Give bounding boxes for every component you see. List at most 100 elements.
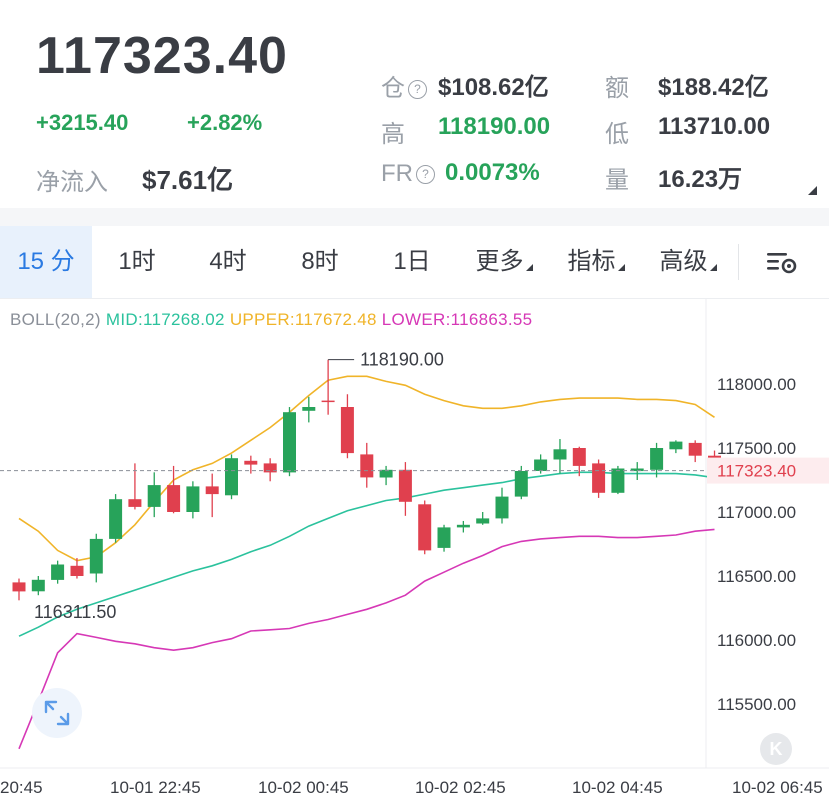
candle-down bbox=[398, 469, 412, 502]
candle-down bbox=[205, 486, 219, 495]
tab-15m-label: 15 分 bbox=[17, 248, 75, 275]
tab-1d[interactable]: 1日 bbox=[366, 226, 458, 298]
candle-up bbox=[283, 412, 296, 473]
tab-more-label: 更多 bbox=[475, 248, 524, 275]
tab-15m[interactable]: 15 分 bbox=[0, 226, 92, 298]
candle-up bbox=[89, 538, 103, 574]
high-value: 118190.00 bbox=[438, 113, 551, 140]
boll-legend: BOLL(20,2) MID:117268.02 UPPER:117672.48… bbox=[10, 310, 532, 330]
boll-upper: UPPER:117672.48 bbox=[229, 310, 377, 329]
candle-up bbox=[302, 407, 316, 411]
dropdown-corner-icon bbox=[709, 264, 717, 271]
tab-separator bbox=[738, 244, 739, 280]
y-tick-label: 116000.00 bbox=[717, 631, 796, 650]
turnover-label: 额 bbox=[605, 75, 629, 102]
tab-advanced-label: 高级 bbox=[659, 248, 708, 275]
last-price-tag-label: 117323.40 bbox=[717, 462, 796, 481]
y-tick-label: 117000.00 bbox=[717, 503, 796, 522]
candle-up bbox=[495, 496, 509, 519]
tab-4h-label: 4时 bbox=[209, 248, 247, 275]
candle-down bbox=[12, 582, 26, 592]
tab-1h-label: 1时 bbox=[118, 248, 156, 275]
candle-up bbox=[669, 441, 683, 450]
candle-down bbox=[572, 448, 586, 466]
last-price-tag bbox=[707, 457, 829, 484]
candle-up bbox=[630, 468, 644, 472]
last-price: 117323.40 bbox=[36, 27, 288, 85]
tab-4h[interactable]: 4时 bbox=[182, 226, 274, 298]
candle-down bbox=[688, 442, 702, 456]
low-annotation: 116311.50 bbox=[34, 602, 116, 622]
volume-label: 量 bbox=[605, 167, 629, 194]
candle-up bbox=[379, 469, 393, 478]
open-interest-label[interactable]: 仓? bbox=[381, 68, 427, 103]
tab-1h[interactable]: 1时 bbox=[92, 226, 182, 298]
ticker-header: 117323.40 +3215.40 +2.82% 净流入 $7.61亿 仓? … bbox=[0, 0, 829, 215]
price-change: +3215.40 bbox=[36, 110, 129, 135]
k-line-button[interactable]: K bbox=[760, 733, 792, 765]
tab-more[interactable]: 更多 bbox=[458, 226, 550, 298]
y-tick-label: 117500.00 bbox=[717, 439, 796, 458]
candle-down bbox=[167, 485, 181, 512]
candle-up bbox=[553, 449, 567, 460]
open-interest-value: $108.62亿 bbox=[438, 74, 549, 101]
x-tick-label: 10-02 02:45 bbox=[415, 778, 506, 797]
x-tick-label: 10-02 00:45 bbox=[258, 778, 349, 797]
candlestick-chart[interactable]: 118000.00 117500.00 117000.00 116500.00 1160… bbox=[0, 298, 829, 807]
candle-down bbox=[70, 565, 84, 576]
low-value: 113710.00 bbox=[658, 113, 771, 140]
turnover-value: $188.42亿 bbox=[658, 74, 769, 101]
volume-value: 16.23万 bbox=[658, 166, 743, 193]
candle-down bbox=[418, 504, 432, 551]
dropdown-corner-icon bbox=[525, 264, 533, 271]
funding-rate-value: 0.0073% bbox=[445, 159, 540, 186]
y-tick-label: 115500.00 bbox=[717, 695, 796, 714]
candle-up bbox=[31, 579, 45, 592]
x-tick-label: 20:45 bbox=[0, 778, 43, 797]
tab-indicators[interactable]: 指标 bbox=[550, 226, 642, 298]
candle-up bbox=[109, 499, 123, 539]
low-label: 低 bbox=[605, 121, 629, 148]
tab-8h-label: 8时 bbox=[301, 248, 339, 275]
info-icon[interactable]: ? bbox=[408, 80, 427, 99]
high-annotation: 118190.00 bbox=[360, 350, 444, 370]
candle-down bbox=[128, 499, 142, 507]
y-tick-label: 116500.00 bbox=[717, 567, 796, 586]
tab-indicators-label: 指标 bbox=[567, 248, 616, 275]
x-tick-label: 10-02 04:45 bbox=[572, 778, 663, 797]
open-interest-label-text: 仓 bbox=[381, 75, 405, 102]
candle-up bbox=[611, 468, 625, 493]
boll-lower: LOWER:116863.55 bbox=[381, 310, 533, 329]
net-inflow-label: 净流入 bbox=[36, 169, 108, 196]
candle-up bbox=[650, 448, 664, 470]
candle-up bbox=[186, 486, 200, 512]
expand-arrows-icon bbox=[44, 700, 70, 726]
expand-corner-icon[interactable] bbox=[808, 186, 817, 195]
high-label: 高 bbox=[381, 121, 405, 148]
interval-tabs: 15 分 1时 4时 8时 1日 更多 指标 高级 bbox=[0, 226, 829, 299]
boll-mid: MID:117268.02 bbox=[105, 310, 225, 329]
fullscreen-button[interactable] bbox=[32, 688, 82, 738]
dropdown-corner-icon bbox=[617, 264, 625, 271]
boll-mid-line bbox=[18, 471, 715, 637]
x-tick-label: 10-02 06:45 bbox=[732, 778, 823, 797]
candle-up bbox=[514, 471, 528, 497]
candle-up bbox=[534, 459, 548, 471]
candle-up bbox=[437, 527, 451, 548]
candle-down bbox=[340, 407, 354, 454]
tab-8h[interactable]: 8时 bbox=[274, 226, 366, 298]
candle-up bbox=[51, 564, 65, 580]
boll-name: BOLL(20,2) bbox=[10, 310, 101, 329]
info-icon[interactable]: ? bbox=[416, 165, 435, 184]
price-change-percent: +2.82% bbox=[187, 110, 263, 135]
x-tick-label: 10-01 22:45 bbox=[110, 778, 201, 797]
chart-settings-icon[interactable] bbox=[764, 248, 800, 278]
tab-advanced[interactable]: 高级 bbox=[642, 226, 734, 298]
candle-down bbox=[360, 454, 374, 478]
funding-rate-label[interactable]: FR? bbox=[381, 160, 435, 188]
candle-down bbox=[244, 460, 258, 465]
candle-up bbox=[225, 458, 238, 496]
net-inflow-value: $7.61亿 bbox=[142, 165, 234, 195]
tab-1d-label: 1日 bbox=[393, 248, 431, 275]
funding-rate-label-text: FR bbox=[381, 160, 413, 187]
